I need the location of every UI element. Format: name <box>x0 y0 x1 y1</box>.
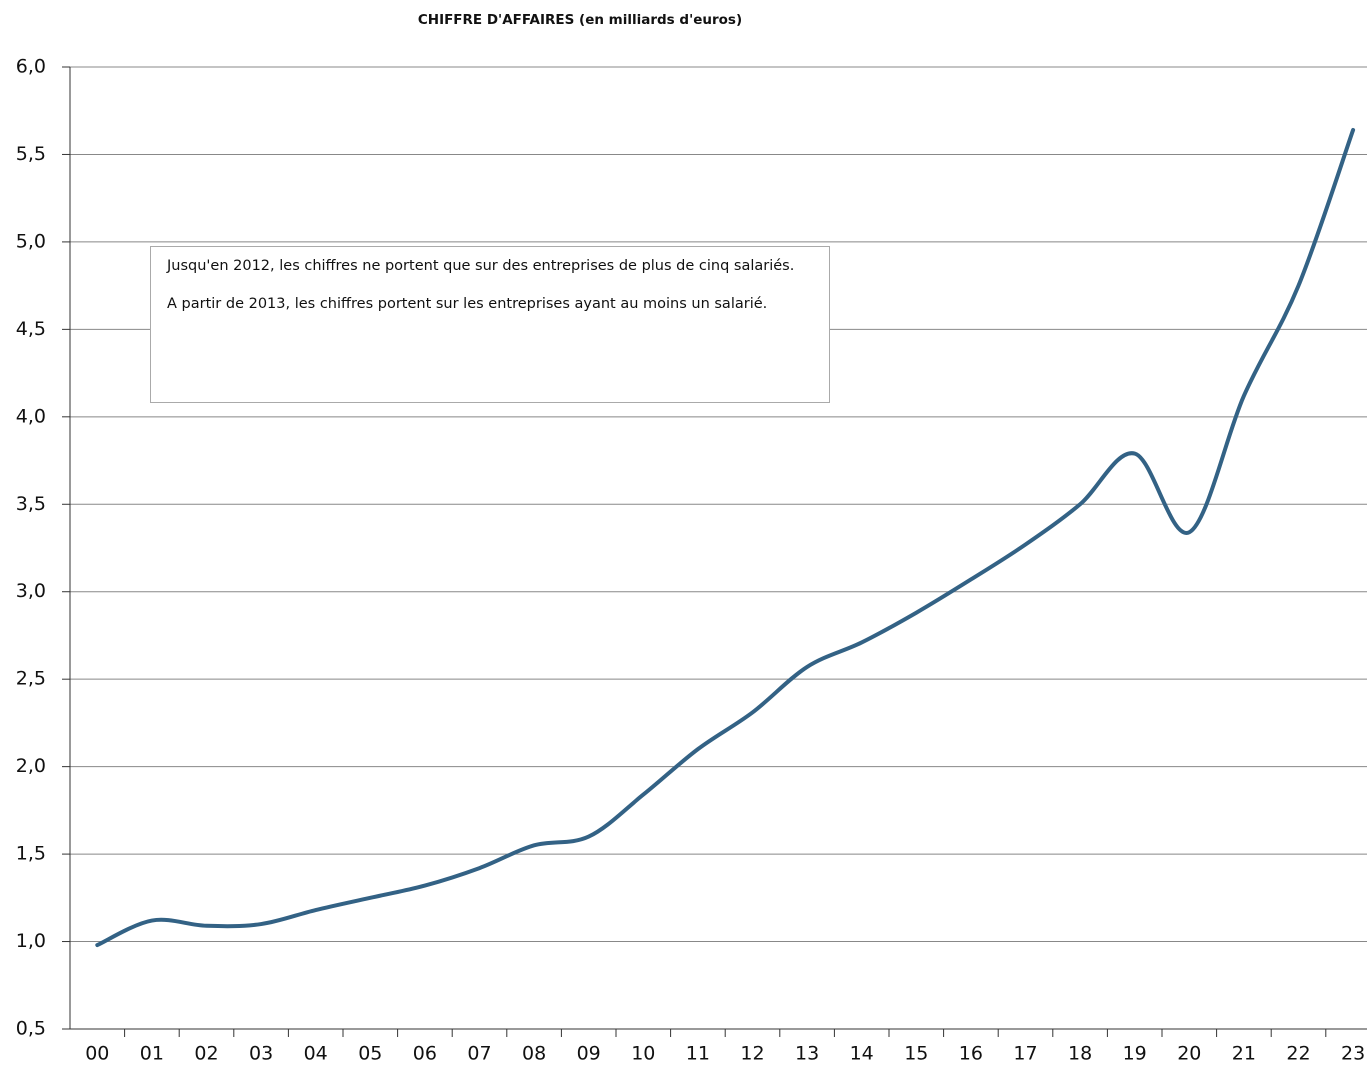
x-tick-label: 12 <box>740 1043 764 1065</box>
x-tick-label: 02 <box>194 1043 218 1065</box>
x-tick-label: 19 <box>1123 1043 1147 1065</box>
x-tick-label: 00 <box>85 1043 109 1065</box>
x-tick-label: 20 <box>1177 1043 1201 1065</box>
y-tick-label: 4,5 <box>16 318 46 340</box>
x-tick-label: 21 <box>1232 1043 1256 1065</box>
y-tick-label: 3,5 <box>16 493 46 515</box>
x-tick-label: 04 <box>304 1043 328 1065</box>
x-tick-label: 09 <box>577 1043 601 1065</box>
y-tick-label: 1,5 <box>16 843 46 865</box>
line <box>95 127 1356 948</box>
x-tick-label: 10 <box>631 1043 655 1065</box>
x-tick-label: 22 <box>1286 1043 1310 1065</box>
x-tick-label: 16 <box>959 1043 983 1065</box>
x-tick-label: 07 <box>467 1043 491 1065</box>
x-tick-label: 05 <box>358 1043 382 1065</box>
y-tick-label: 5,5 <box>16 143 46 165</box>
x-tick-label: 06 <box>413 1043 437 1065</box>
x-tick-label: 03 <box>249 1043 273 1065</box>
x-tick-label: 23 <box>1341 1043 1365 1065</box>
x-tick-label: 13 <box>795 1043 819 1065</box>
y-tick-label: 6,0 <box>16 56 46 78</box>
x-tick-label: 15 <box>904 1043 928 1065</box>
x-tick-label: 08 <box>522 1043 546 1065</box>
x-tick-label: 18 <box>1068 1043 1092 1065</box>
y-tick-label: 2,5 <box>16 668 46 690</box>
annotation: Jusqu'en 2012, les chiffres ne portent q… <box>150 246 830 403</box>
y-tick-label: 1,0 <box>16 930 46 952</box>
chart-title: CHIFFRE D'AFFAIRES (en milliards d'euros… <box>418 12 742 28</box>
x-tick-label: 01 <box>140 1043 164 1065</box>
y-tick-label: 5,0 <box>16 230 46 252</box>
x-tick-label: 14 <box>850 1043 874 1065</box>
x-tick-label: 11 <box>686 1043 710 1065</box>
y-tick-label: 4,0 <box>16 405 46 427</box>
annotation-text: A partir de 2013, les chiffres portent s… <box>167 296 768 312</box>
y-tick-label: 2,0 <box>16 755 46 777</box>
x-tick-label: 17 <box>1013 1043 1037 1065</box>
y-tick-label: 3,0 <box>16 580 46 602</box>
annotation-text: Jusqu'en 2012, les chiffres ne portent q… <box>167 258 795 274</box>
y-tick-label: 0,5 <box>16 1018 46 1040</box>
